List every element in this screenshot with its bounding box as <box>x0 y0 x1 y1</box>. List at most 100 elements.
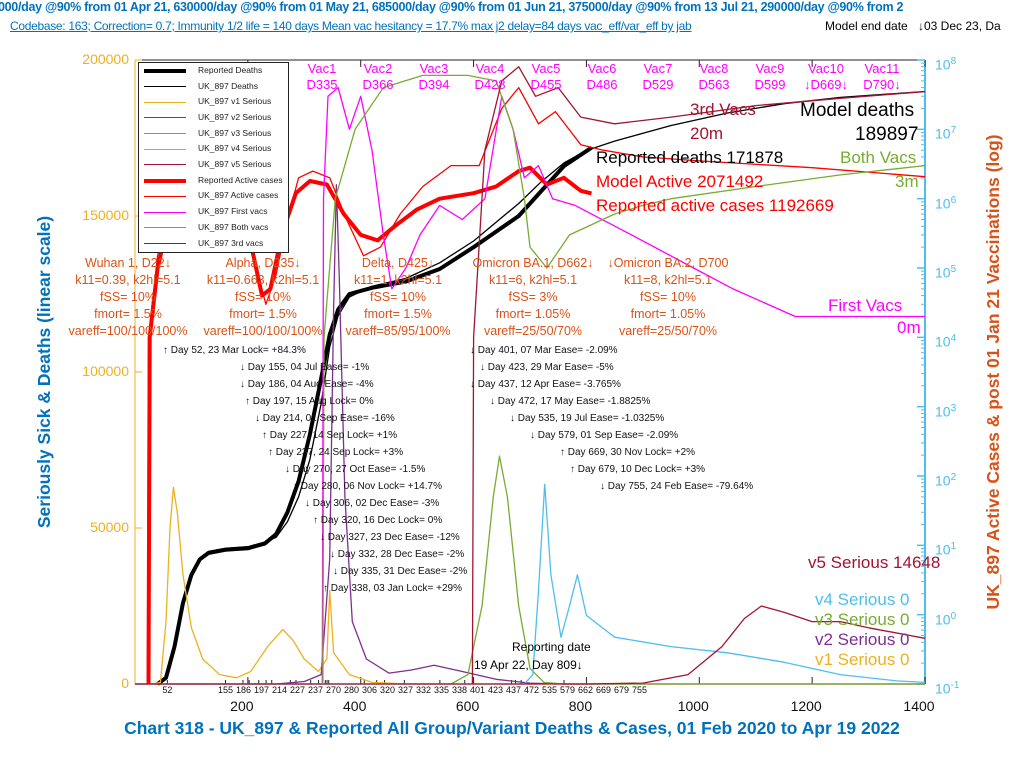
legend-item: Reported Deaths <box>139 63 288 79</box>
legend-item: UK_897 3rd vacs <box>139 236 288 252</box>
tick-base: 10 <box>935 611 951 628</box>
legend-label: UK_897 v3 Serious <box>198 127 272 138</box>
end-label: Model Active 2071492 <box>596 172 764 191</box>
legend-swatch <box>144 117 186 119</box>
series-line-3 <box>135 184 925 685</box>
y-right-tick-label: 103 <box>935 403 956 420</box>
event-annotation: ↓ Day 270, 27 Oct Ease= -1.5% <box>285 464 426 475</box>
legend-item: UK_897 First vacs <box>139 204 288 220</box>
event-day-label: 280 <box>343 685 359 695</box>
variant-vareff: vareff=25/50/70% <box>618 324 718 338</box>
vaccination-name: Vac4 <box>475 61 505 76</box>
model-end-date-value: ↓03 Dec 23, Da <box>918 19 1001 33</box>
event-annotation: ↓ Day 327, 23 Dec Ease= -12% <box>320 532 460 543</box>
x-tick-label: 400 <box>343 698 367 714</box>
tick-base: 10 <box>935 264 951 281</box>
tick-base: 10 <box>935 541 951 558</box>
vaccination-name: Vac7 <box>643 61 673 76</box>
event-annotation: ↑ Day 227, 14 Sep Lock= +1% <box>262 430 398 441</box>
series-line-2 <box>151 486 925 685</box>
tick-exponent: 4 <box>950 333 957 345</box>
legend-swatch <box>144 101 186 103</box>
end-label: First Vacs <box>828 296 903 315</box>
legend-label: Reported Active cases <box>198 174 283 185</box>
variant-k: k11=0.39, k2hl=5.1 <box>75 273 181 287</box>
event-day-label: 186 <box>235 685 251 695</box>
event-annotation: ↑ Day 679, 10 Dec Lock= +3% <box>570 464 706 475</box>
legend-label: UK_897 v1 Serious <box>198 96 272 107</box>
legend-item: UK_897 v5 Serious <box>139 157 288 173</box>
vaccination-day: D455 <box>530 77 562 92</box>
event-day-label: 423 <box>487 685 503 695</box>
event-day-label: 197 <box>253 685 269 695</box>
event-annotation: ↓ Day 535, 19 Jul Ease= -1.0325% <box>510 413 665 424</box>
event-day-label: 214 <box>271 685 287 695</box>
legend-swatch <box>144 242 186 244</box>
end-label: v5 Serious 14648 <box>808 553 941 572</box>
legend-label: UK_897 Both vacs <box>198 221 269 232</box>
event-day-label: 679 <box>613 685 629 695</box>
variant-fmort: fmort= 1.5% <box>94 307 162 321</box>
variant-name: Wuhan 1, D22↓ <box>85 256 171 270</box>
legend-swatch <box>144 68 186 73</box>
vaccination-name: Vac9 <box>755 61 785 76</box>
event-day-label: 579 <box>559 685 575 695</box>
event-day-label: 535 <box>541 685 557 695</box>
series-line-11 <box>471 66 926 685</box>
variant-k: k11=0.663, k2hl=5.1 <box>206 273 320 287</box>
legend-label: Reported Deaths <box>198 64 263 75</box>
vaccination-day: D335 <box>306 77 338 92</box>
event-annotation: ↓ Day 401, 07 Mar Ease= -2.09% <box>470 345 618 356</box>
event-annotation: ↑ Day 237, 24 Sep Lock= +3% <box>268 447 404 458</box>
legend-swatch <box>144 178 186 183</box>
tick-exponent: 8 <box>950 56 957 67</box>
event-annotation: ↓ Day 332, 28 Dec Ease= -2% <box>330 549 465 560</box>
event-day-label: 237 <box>307 685 323 695</box>
event-day-label: 327 <box>397 685 413 695</box>
y-left-tick-label: 50000 <box>90 519 129 535</box>
vaccination-name: Vac2 <box>363 61 393 76</box>
tick-base: 10 <box>935 403 951 420</box>
vaccination-day: ↓D669↓ <box>803 77 849 92</box>
tick-base: 10 <box>935 195 951 212</box>
x-tick-label: 600 <box>455 698 480 714</box>
vaccination-day: D790↓ <box>863 77 901 92</box>
vaccination-day: D366 <box>362 77 394 92</box>
vaccination-name: Vac10 <box>808 61 844 76</box>
variant-fmort: fmort= 1.5% <box>229 307 297 321</box>
vaccination-name: Vac1 <box>307 61 337 76</box>
event-day-label: 332 <box>415 685 431 695</box>
vaccination-day: D529 <box>642 77 674 92</box>
y-left-tick-label: 100000 <box>82 363 129 379</box>
vaccination-name: Vac8 <box>699 61 729 76</box>
variant-vareff: vareff=100/100/100% <box>203 324 323 338</box>
legend-item: UK_897 v3 Serious <box>139 126 288 142</box>
event-annotation: ↓ Day 186, 04 Aug Ease= -4% <box>240 379 374 390</box>
y-left-tick-label: 0 <box>121 675 129 691</box>
variant-fss: fSS= 10% <box>640 290 696 304</box>
series-line-0 <box>156 146 593 686</box>
event-day-label: 437 <box>505 685 521 695</box>
tick-base: 10 <box>935 56 951 73</box>
event-annotation: ↓ Day 437, 12 Apr Ease= -3.765% <box>470 379 621 390</box>
vaccination-day: D486 <box>586 77 618 92</box>
y-right-tick-label: 108 <box>935 56 956 73</box>
reporting-date-label: Reporting date <box>512 640 591 654</box>
event-day-label: 320 <box>379 685 395 695</box>
legend-swatch <box>144 195 186 197</box>
variant-fss: fSS= 3% <box>508 290 558 304</box>
variant-fmort: fmort= 1.5% <box>364 307 432 321</box>
event-day-label: 335 <box>433 685 449 695</box>
variant-k: k11=6, k2hl=5.1 <box>488 273 578 287</box>
y-right-tick-label: 107 <box>935 125 956 142</box>
event-annotation: ↑ Day 669, 30 Nov Lock= +2% <box>560 447 696 458</box>
end-label: Reported active cases 1192669 <box>596 196 834 215</box>
legend-swatch <box>144 148 186 150</box>
y-right-tick-label: 106 <box>935 195 956 212</box>
legend-item: UK_897 Both vacs <box>139 220 288 236</box>
series-line-1 <box>157 90 926 685</box>
x-tick-label: 1000 <box>677 698 709 714</box>
tick-exponent: 3 <box>950 402 957 414</box>
legend-item: UK_897 v2 Serious <box>139 110 288 126</box>
end-label: v1 Serious 0 <box>815 650 910 669</box>
